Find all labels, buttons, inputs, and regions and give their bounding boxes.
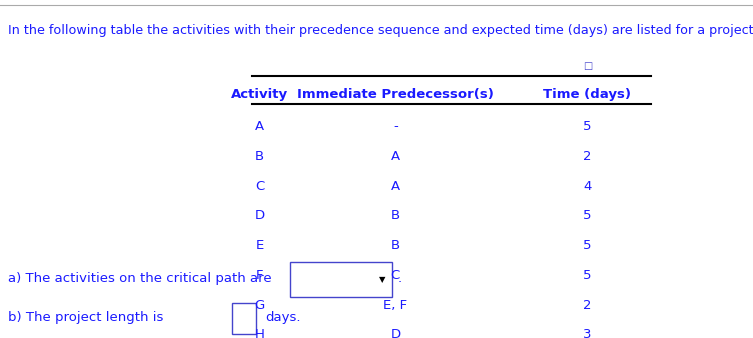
Text: In the following table the activities with their precedence sequence and expecte: In the following table the activities wi… bbox=[8, 24, 753, 37]
Text: 5: 5 bbox=[583, 120, 592, 133]
Text: 5: 5 bbox=[583, 269, 592, 282]
Text: 4: 4 bbox=[583, 180, 592, 193]
Text: 3: 3 bbox=[583, 329, 592, 338]
Text: C: C bbox=[391, 269, 400, 282]
Text: E: E bbox=[256, 239, 264, 252]
Text: A: A bbox=[391, 150, 400, 163]
Text: H: H bbox=[255, 329, 265, 338]
FancyBboxPatch shape bbox=[290, 262, 392, 297]
Text: A: A bbox=[255, 120, 264, 133]
Text: C: C bbox=[255, 180, 264, 193]
Text: ▼: ▼ bbox=[380, 275, 386, 284]
Text: B: B bbox=[391, 239, 400, 252]
Text: days.: days. bbox=[265, 311, 300, 324]
Text: .: . bbox=[398, 272, 401, 285]
Text: D: D bbox=[255, 210, 265, 222]
Text: 2: 2 bbox=[583, 299, 592, 312]
Text: F: F bbox=[256, 269, 264, 282]
Text: 5: 5 bbox=[583, 210, 592, 222]
Text: Time (days): Time (days) bbox=[544, 88, 631, 101]
Text: -: - bbox=[393, 120, 398, 133]
Text: □: □ bbox=[583, 61, 592, 71]
Text: 5: 5 bbox=[583, 239, 592, 252]
Text: a) The activities on the critical path are: a) The activities on the critical path a… bbox=[8, 272, 271, 285]
Text: D: D bbox=[390, 329, 401, 338]
Text: Immediate Predecessor(s): Immediate Predecessor(s) bbox=[297, 88, 494, 101]
Text: B: B bbox=[391, 210, 400, 222]
FancyBboxPatch shape bbox=[232, 303, 256, 334]
Text: b) The project length is: b) The project length is bbox=[8, 311, 163, 324]
Text: Activity: Activity bbox=[231, 88, 288, 101]
Text: E, F: E, F bbox=[383, 299, 407, 312]
Text: A: A bbox=[391, 180, 400, 193]
Text: G: G bbox=[255, 299, 265, 312]
Text: B: B bbox=[255, 150, 264, 163]
Text: 2: 2 bbox=[583, 150, 592, 163]
